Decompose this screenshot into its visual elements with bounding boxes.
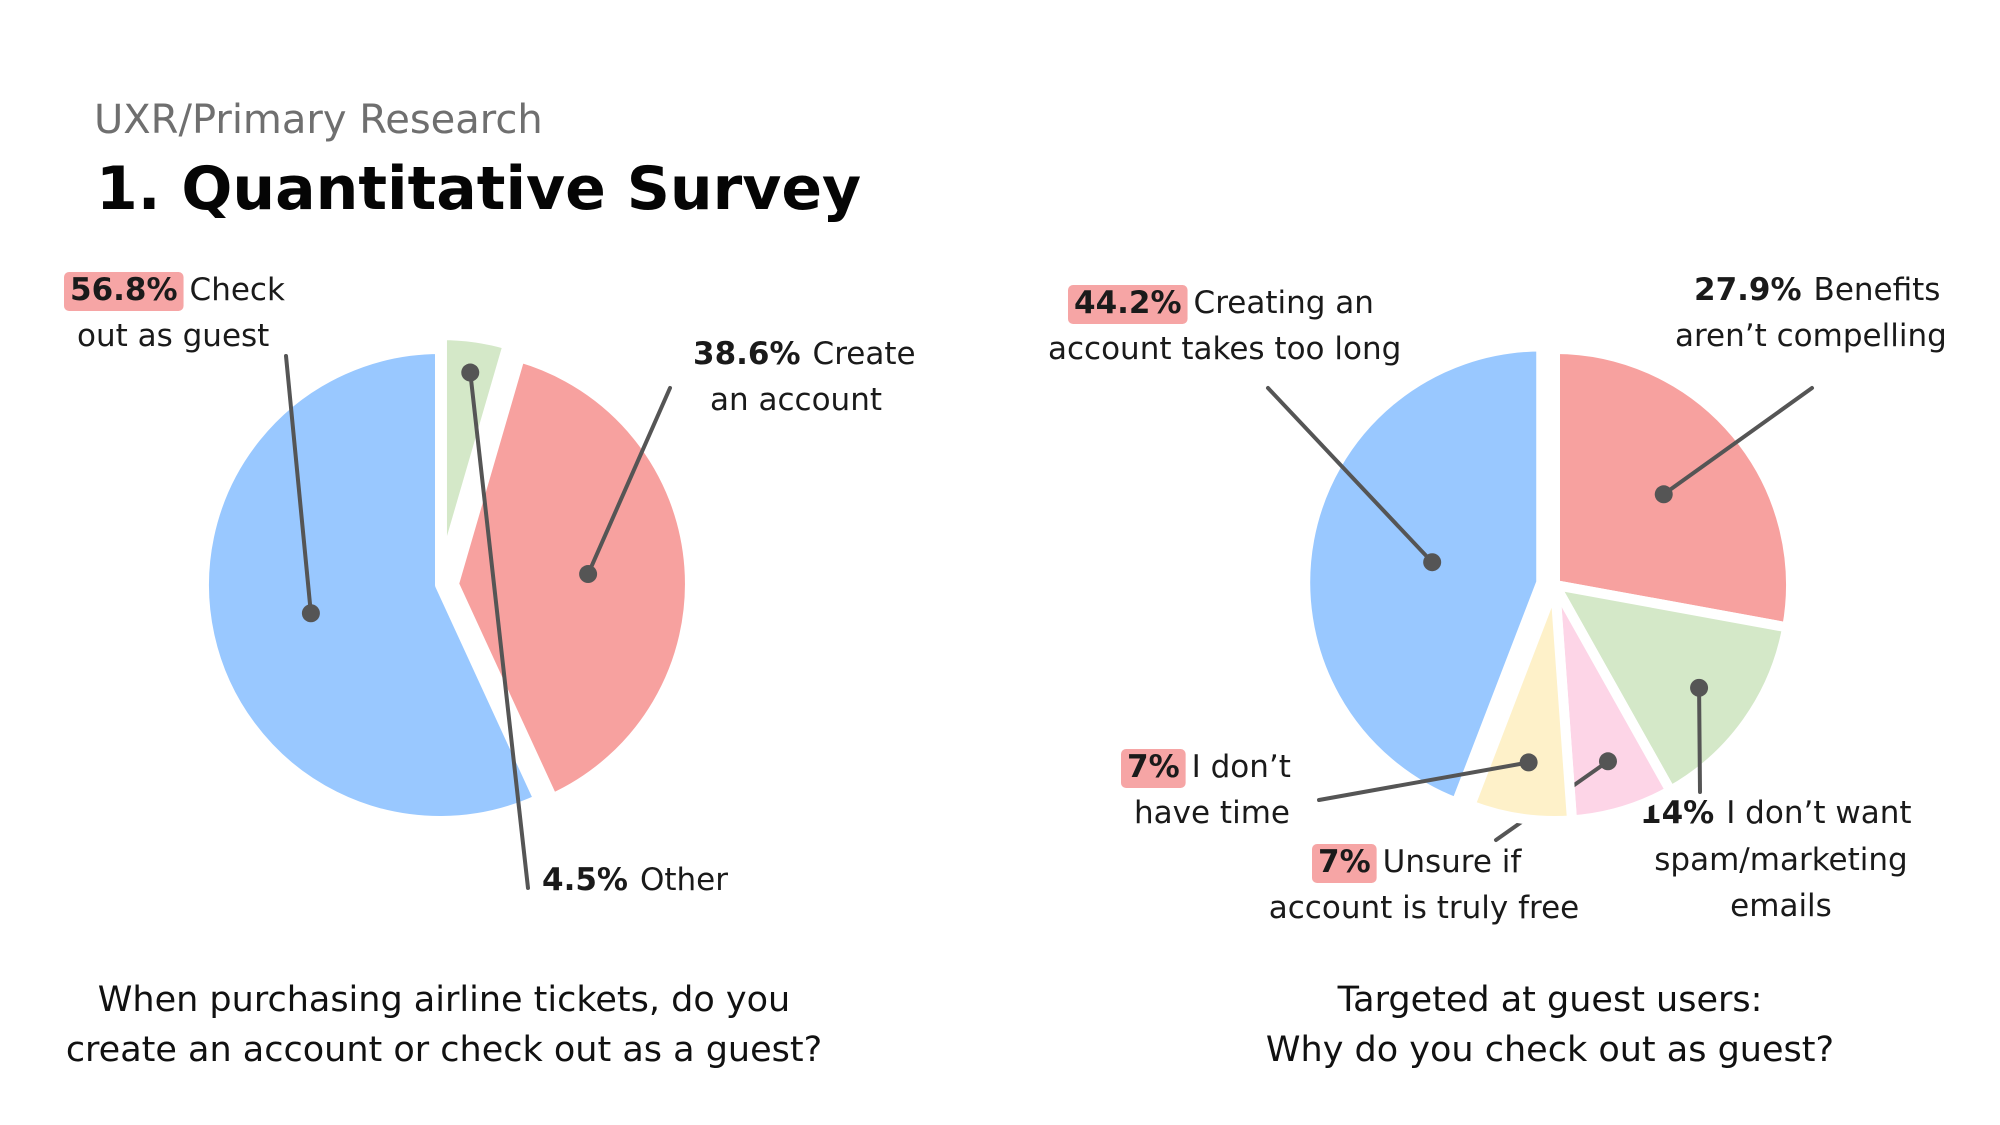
percent-highlight-check-out-as-guest — [64, 272, 184, 311]
leader-line-create-an-account — [586, 386, 672, 577]
slice-percent-create-an-account: 38.6% — [693, 336, 801, 372]
section-eyebrow: UXR/Primary Research — [94, 97, 543, 143]
slice-label-creating-account-takes-too-long-line-1: Creating an — [1194, 285, 1374, 321]
leader-dot-create-an-account — [579, 565, 598, 584]
slice-label-creating-account-takes-too-long-line-2: account takes too long — [1048, 331, 1401, 367]
leader-line-check-out-as-guest — [284, 354, 313, 616]
slice-label-benefits-arent-compelling-line-2: aren’t compelling — [1675, 318, 1947, 354]
percent-highlight-unsure-account-truly-free — [1312, 844, 1377, 883]
slice-label-dont-have-time-line-2: have time — [1134, 795, 1290, 831]
slice-label-dont-want-spam-line-1: I don’t want — [1726, 795, 1911, 831]
slice-label-unsure-account-truly-free-line-2: account is truly free — [1269, 890, 1579, 926]
pie-slice-other — [436, 330, 513, 577]
leader-line-creating-account-takes-too-long — [1266, 386, 1435, 565]
pie-slice-create-an-account — [448, 352, 695, 804]
pie-slice-creating-account-takes-too-long — [1300, 341, 1547, 808]
leader-dot-dont-want-spam — [1690, 678, 1709, 697]
pie-slice-dont-want-spam — [1550, 580, 1793, 796]
pie-chart-account-or-guest: 56.8% Check out as guest 38.6% Create an acco… — [64, 272, 916, 898]
leader-line-dont-have-time — [1317, 760, 1531, 802]
slice-percent-benefits-arent-compelling: 27.9% — [1694, 272, 1802, 308]
slice-label-benefits-arent-compelling-line-1: Benefits — [1814, 272, 1941, 308]
question-guest-reasons: Targeted at guest users: Why do you chec… — [1150, 976, 1950, 1075]
question-account-or-guest: When purchasing airline tickets, do you … — [44, 976, 844, 1075]
slice-label-check-out-as-guest-line-1: Check — [190, 272, 285, 308]
question-guest-reasons-line-1: Targeted at guest users: — [1337, 980, 1763, 1020]
slice-label-dont-have-time-line-1: I don’t — [1192, 749, 1291, 785]
leader-dot-other — [461, 363, 480, 382]
page-title: 1. Quantitative Survey — [96, 154, 862, 224]
pie-slice-check-out-as-guest — [198, 344, 544, 826]
pie-chart-guest-reasons: 44.2% Creating an account takes too long 27… — [1048, 272, 1947, 926]
leader-dot-benefits-arent-compelling — [1654, 485, 1673, 504]
percent-highlight-creating-account-takes-too-long — [1068, 285, 1188, 324]
question-account-or-guest-line-1: When purchasing airline tickets, do you — [97, 980, 791, 1020]
slice-label-unsure-account-truly-free-line-1: Unsure if — [1383, 844, 1523, 880]
slice-percent-unsure-account-truly-free: 7% — [1318, 844, 1371, 880]
leader-line-benefits-arent-compelling — [1661, 386, 1814, 497]
question-account-or-guest-line-2: create an account or check out as a gues… — [65, 1029, 823, 1070]
slice-percent-dont-have-time: 7% — [1127, 749, 1180, 785]
leader-line-other — [468, 370, 530, 890]
slice-percent-creating-account-takes-too-long: 44.2% — [1074, 285, 1182, 321]
leader-line-dont-want-spam — [1697, 685, 1702, 794]
leader-dot-dont-have-time — [1519, 753, 1538, 772]
leader-dot-check-out-as-guest — [301, 604, 320, 623]
slice-label-other-line-1: Other — [640, 862, 728, 898]
slice-label-dont-want-spam-line-3: emails — [1730, 888, 1832, 924]
pie-slice-dont-have-time — [1465, 580, 1578, 826]
slice-label-dont-want-spam-line-2: spam/marketing — [1654, 842, 1907, 878]
question-guest-reasons-line-2: Why do you check out as guest? — [1265, 1029, 1835, 1070]
leader-dot-creating-account-takes-too-long — [1423, 553, 1442, 572]
slice-label-check-out-as-guest-line-2: out as guest — [77, 318, 269, 354]
slice-percent-other: 4.5% — [542, 862, 628, 898]
leader-dot-unsure-account-truly-free — [1598, 752, 1617, 771]
slice-label-create-an-account-line-1: Create — [813, 336, 916, 372]
percent-highlight-dont-have-time — [1121, 749, 1186, 788]
slice-label-create-an-account-line-2: an account — [710, 382, 882, 418]
slice-percent-check-out-as-guest: 56.8% — [70, 272, 178, 308]
